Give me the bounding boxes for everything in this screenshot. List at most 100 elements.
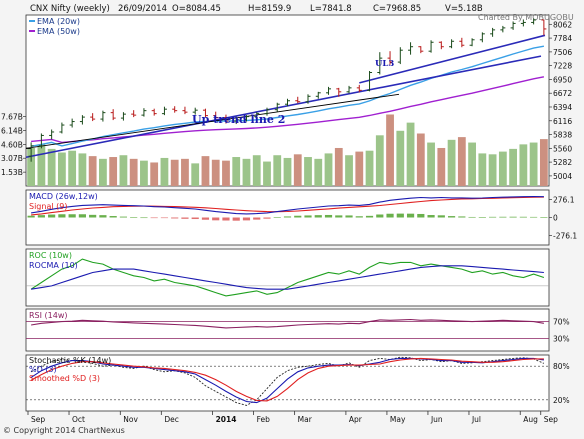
volume-bar [468, 142, 476, 186]
price-axis-label: 6116 [553, 117, 572, 126]
volume-bar [211, 159, 220, 186]
price-axis-label: 5838 [553, 131, 572, 140]
macd-histogram-bar [447, 216, 456, 218]
price-axis-label: 5560 [553, 144, 572, 153]
x-tick-label: Jun [430, 415, 443, 424]
macd-line [31, 195, 544, 215]
volume-bar [293, 154, 302, 186]
volume-bar [150, 162, 159, 186]
trend-line-black [25, 93, 400, 149]
x-tick-label: Oct [72, 415, 85, 424]
macd-histogram-bar [232, 217, 240, 221]
rocma-line [31, 265, 544, 290]
price-axis-label: 6950 [553, 75, 572, 84]
price-axis-label: 7784 [553, 34, 572, 43]
price-axis-label: 6394 [553, 103, 572, 112]
price-axis-label: 7506 [553, 48, 572, 57]
volume-bar [119, 155, 128, 186]
signal-line [31, 196, 544, 216]
volume-bar [447, 139, 456, 186]
macd-histogram-bar [304, 215, 312, 218]
price-axis-label: 5282 [553, 158, 572, 167]
legend-ema50: EMA (50w) [37, 27, 80, 36]
macd-histogram-bar [253, 217, 261, 220]
volume-bar [242, 158, 251, 186]
macd-histogram-bar [283, 216, 292, 218]
macd-histogram-bar [99, 215, 107, 218]
price-axis-label: 8062 [553, 20, 572, 29]
legend-macd: MACD (26w,12w) [29, 192, 98, 201]
x-tick-label: Aug [523, 415, 538, 424]
copyright-text: © Copyright 2014 ChartNexus [3, 426, 125, 435]
volume-bar [170, 159, 179, 186]
rsi-axis-label: 70% [553, 318, 570, 327]
macd-histogram-bar [27, 215, 35, 218]
macd-histogram-bar [489, 216, 497, 218]
volume-bar [457, 137, 466, 186]
chart-credit: Charted By MOBUGOBU [478, 13, 574, 22]
volume-bar [232, 157, 241, 186]
volume-bar [263, 161, 271, 186]
smoothed-d-line [30, 357, 544, 402]
volume-bar [488, 154, 497, 186]
macd-histogram-bar [314, 215, 322, 218]
header-close: C=7968.85 [373, 4, 421, 14]
volume-bar [222, 160, 230, 186]
macd-histogram-bar [386, 213, 394, 218]
volume-bar [109, 157, 118, 186]
macd-histogram-bar [48, 214, 56, 218]
header-low: L=7841.8 [310, 4, 352, 14]
macd-histogram-bar [201, 217, 210, 220]
rsi-panel [25, 308, 550, 352]
rsi-axis-label: 30% [553, 334, 570, 343]
volume-bar [478, 153, 487, 186]
chart-title: CNX Nifty (weekly) [30, 4, 110, 14]
x-tick-label: Jul [471, 415, 481, 424]
volume-bar [519, 144, 528, 186]
volume-axis-label: 1.53B [1, 168, 23, 177]
price-axis-label: 6672 [553, 89, 572, 98]
x-tick-label: Dec [164, 415, 179, 424]
macd-histogram-bar [406, 213, 415, 218]
volume-bar [181, 158, 189, 186]
macd-histogram-bar [78, 214, 86, 218]
volume-bar [252, 155, 261, 186]
volume-bar [324, 153, 333, 186]
x-tick-label: Nov [123, 415, 138, 424]
legend-stochastic-k: Stochastic %K (14w) [29, 356, 111, 365]
legend-ema20: EMA (20w) [37, 17, 80, 26]
volume-bar [37, 144, 46, 186]
macd-histogram-bar [68, 214, 76, 218]
volume-axis-label: 6.14B [1, 126, 23, 135]
volume-bar [375, 135, 384, 186]
volume-bar [160, 157, 169, 186]
macd-histogram-bar [242, 217, 251, 221]
trend-line-ul3 [359, 34, 546, 84]
volume-bar [57, 152, 66, 186]
volume-bar [529, 142, 538, 186]
trend-line-2 [25, 55, 542, 159]
price-axis-label: 7228 [553, 62, 572, 71]
macd-histogram-bar [417, 213, 425, 218]
macd-histogram-bar [468, 216, 476, 218]
macd-histogram-bar [335, 215, 343, 218]
volume-axis-label: 4.60B [1, 140, 23, 149]
roc-line [30, 258, 545, 297]
legend-rocma: ROCMA (10) [29, 261, 78, 270]
volume-bar [191, 163, 200, 186]
stoch-axis-label: 80% [553, 362, 570, 371]
volume-bar [201, 156, 210, 186]
ema50-line [31, 76, 545, 144]
volume-bar [47, 148, 56, 186]
macd-histogram-bar [509, 216, 517, 218]
volume-bar [406, 122, 415, 186]
volume-bar [498, 151, 507, 186]
header-volume: V=5.18B [445, 4, 483, 14]
x-tick-label: Sep [544, 415, 558, 424]
macd-histogram-bar [140, 217, 148, 219]
volume-bar [365, 150, 374, 186]
volume-bar [129, 158, 138, 186]
macd-histogram-bar [396, 213, 404, 218]
volume-bar [27, 147, 36, 186]
